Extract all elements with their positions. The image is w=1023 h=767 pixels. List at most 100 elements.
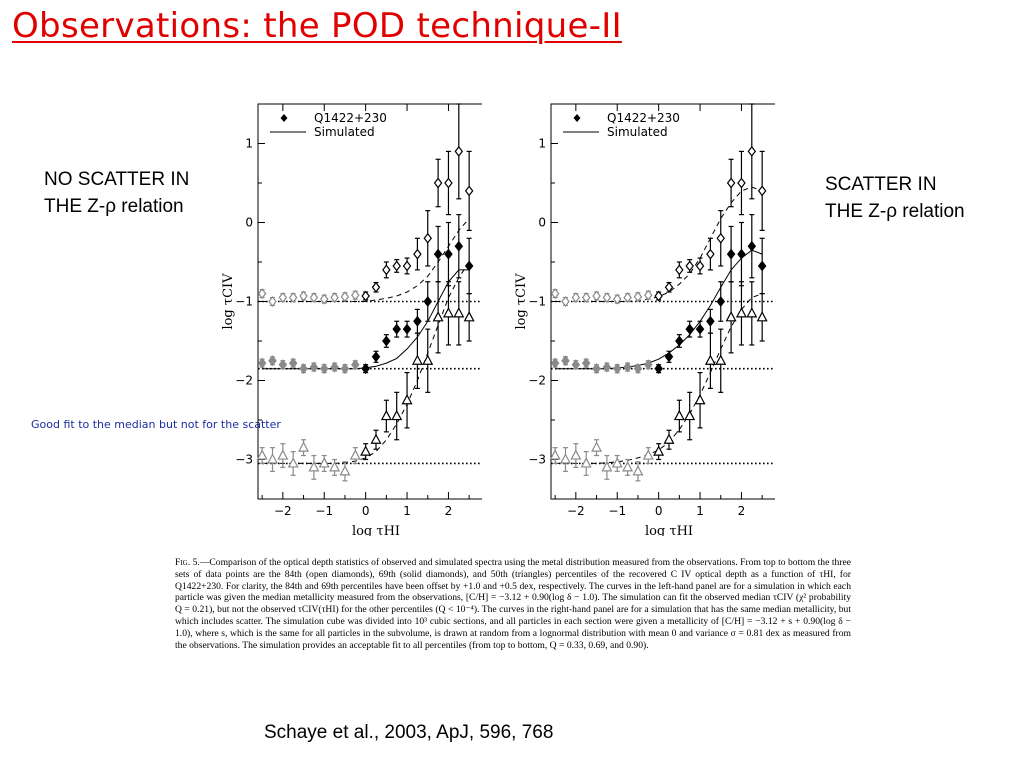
citation: Schaye et al., 2003, ApJ, 596, 768 bbox=[264, 722, 554, 743]
left-legend-simulated: Simulated bbox=[314, 125, 375, 139]
left-data-point-triangle bbox=[277, 449, 289, 460]
left-x-tick-label: 1 bbox=[403, 504, 411, 518]
right-data-point-triangle bbox=[580, 457, 592, 468]
left-data-point-solid-diamond bbox=[361, 363, 370, 375]
right-data-point-triangle bbox=[559, 453, 571, 464]
left-data-point-open-diamond bbox=[444, 177, 453, 189]
left-data-point-triangle bbox=[463, 311, 475, 322]
right-data-point-triangle bbox=[746, 307, 758, 318]
left-data-point-triangle bbox=[432, 311, 444, 322]
right-data-point-open-diamond bbox=[633, 291, 643, 303]
right-data-point-open-diamond bbox=[581, 292, 591, 304]
left-data-point-triangle bbox=[318, 457, 330, 468]
right-data-point-triangle bbox=[684, 409, 696, 421]
left-data-point-open-diamond bbox=[433, 177, 443, 189]
left-data-point-open-diamond bbox=[402, 260, 412, 272]
left-data-point-triangle bbox=[391, 409, 403, 421]
left-data-point-solid-diamond bbox=[278, 359, 288, 371]
left-data-point-solid-diamond bbox=[257, 357, 267, 369]
left-data-point-open-diamond bbox=[299, 290, 308, 302]
right-data-point-solid-diamond bbox=[592, 363, 601, 375]
right-data-point-triangle bbox=[715, 354, 727, 365]
left-data-point-triangle bbox=[308, 461, 320, 472]
left-data-point-solid-diamond bbox=[288, 357, 298, 369]
right-data-point-triangle bbox=[663, 433, 675, 444]
left-data-point-open-diamond bbox=[340, 291, 350, 303]
right-data-point-open-diamond bbox=[726, 177, 736, 189]
right-model-curve bbox=[555, 249, 763, 370]
right-data-point-triangle bbox=[653, 445, 665, 456]
left-data-point-triangle bbox=[298, 441, 310, 452]
right-data-point-solid-diamond bbox=[726, 248, 736, 260]
left-data-point-solid-diamond bbox=[464, 260, 474, 272]
left-x-tick-label: −2 bbox=[274, 504, 292, 518]
left-data-point-open-diamond bbox=[392, 260, 401, 272]
left-data-point-open-diamond bbox=[330, 292, 339, 304]
left-x-tick-label: 2 bbox=[445, 504, 453, 518]
left-x-axis-label: log τHI bbox=[352, 524, 400, 536]
right-legend-observed: Q1422+230 bbox=[607, 111, 680, 125]
right-data-point-open-diamond bbox=[571, 292, 581, 304]
right-data-point-triangle bbox=[632, 465, 644, 476]
left-data-point-triangle bbox=[339, 465, 351, 476]
caption-lead: Fig. 5. bbox=[175, 557, 200, 568]
right-data-point-triangle bbox=[725, 311, 737, 322]
left-y-tick-label: −3 bbox=[235, 453, 253, 467]
right-data-point-open-diamond bbox=[664, 281, 674, 293]
right-x-tick-label: 2 bbox=[738, 504, 746, 518]
right-data-point-open-diamond bbox=[550, 288, 560, 300]
left-y-tick-label: 0 bbox=[245, 216, 253, 230]
left-data-point-solid-diamond bbox=[340, 363, 350, 375]
left-data-point-solid-diamond bbox=[413, 315, 422, 327]
right-data-point-solid-diamond bbox=[550, 357, 560, 369]
left-y-tick-label: −1 bbox=[235, 295, 253, 309]
right-data-point-triangle bbox=[611, 457, 623, 468]
left-y-tick-label: −2 bbox=[235, 374, 253, 388]
left-data-point-triangle bbox=[360, 445, 372, 456]
left-data-point-solid-diamond bbox=[454, 240, 464, 252]
right-data-point-solid-diamond bbox=[612, 363, 622, 375]
left-data-point-triangle bbox=[370, 433, 382, 444]
right-data-point-solid-diamond bbox=[664, 351, 674, 363]
right-data-point-open-diamond bbox=[757, 185, 767, 197]
right-data-point-triangle bbox=[756, 311, 768, 322]
right-data-point-open-diamond bbox=[737, 177, 746, 189]
left-y-axis-label: log τCIV bbox=[222, 273, 236, 330]
right-data-point-triangle bbox=[673, 409, 685, 421]
left-data-point-solid-diamond bbox=[444, 248, 453, 260]
left-data-point-triangle bbox=[442, 307, 454, 318]
right-data-point-open-diamond bbox=[716, 232, 726, 244]
right-data-point-triangle bbox=[704, 354, 716, 365]
left-data-point-triangle bbox=[287, 457, 299, 468]
right-data-point-solid-diamond bbox=[695, 323, 705, 335]
right-data-point-triangle bbox=[622, 461, 634, 472]
right-data-point-solid-diamond bbox=[581, 357, 591, 369]
right-data-point-triangle bbox=[642, 449, 654, 460]
right-x-tick-label: −2 bbox=[567, 504, 585, 518]
figure-caption: Fig. 5.—Comparison of the optical depth … bbox=[175, 557, 851, 651]
right-legend-simulated: Simulated bbox=[607, 125, 668, 139]
fit-note: Good fit to the median but not for the s… bbox=[31, 418, 281, 431]
left-data-point-open-diamond bbox=[464, 185, 474, 197]
right-data-point-open-diamond bbox=[644, 289, 653, 301]
left-y-tick-label: 1 bbox=[245, 137, 253, 151]
left-data-point-open-diamond bbox=[278, 292, 288, 304]
left-data-point-solid-diamond bbox=[299, 363, 308, 375]
left-data-point-triangle bbox=[266, 453, 278, 464]
left-data-point-open-diamond bbox=[309, 292, 319, 304]
right-y-axis-label: log τCIV bbox=[515, 273, 529, 330]
left-data-point-solid-diamond bbox=[268, 355, 277, 367]
right-data-point-solid-diamond bbox=[685, 323, 694, 335]
right-y-tick-label: 1 bbox=[538, 137, 546, 151]
left-data-point-triangle bbox=[380, 409, 392, 421]
right-data-point-solid-diamond bbox=[644, 359, 653, 371]
right-data-point-open-diamond bbox=[602, 292, 612, 304]
left-data-point-open-diamond bbox=[413, 248, 422, 260]
slide-title: Observations: the POD technique-II bbox=[12, 6, 622, 46]
left-data-point-solid-diamond bbox=[423, 296, 433, 307]
right-x-tick-label: 1 bbox=[696, 504, 704, 518]
right-data-point-solid-diamond bbox=[757, 260, 767, 272]
left-data-point-solid-diamond bbox=[319, 363, 329, 375]
